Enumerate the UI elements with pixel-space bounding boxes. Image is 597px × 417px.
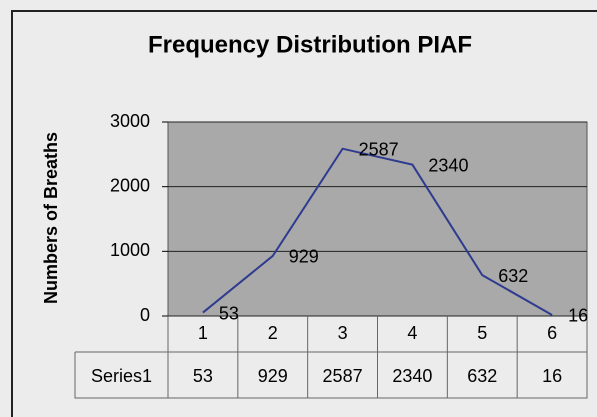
chart-title: Frequency Distribution PIAF — [148, 31, 472, 58]
x-tick-label: 6 — [547, 323, 557, 343]
data-table-value: 632 — [467, 366, 497, 386]
x-tick-label: 4 — [407, 323, 417, 343]
x-tick-label: 3 — [338, 323, 348, 343]
data-table-grid — [74, 316, 588, 399]
y-axis-label: Numbers of Breaths — [41, 132, 61, 304]
data-label: 632 — [498, 266, 528, 286]
legend-label: Series1 — [91, 366, 152, 386]
x-tick-label: 2 — [268, 323, 278, 343]
data-label: 53 — [219, 303, 239, 323]
y-tick-label: 3000 — [110, 111, 150, 131]
x-tick-label: 1 — [198, 323, 208, 343]
data-label: 929 — [289, 247, 319, 267]
data-label: 2587 — [359, 139, 399, 159]
y-tick-label: 1000 — [110, 240, 150, 260]
line — [202, 147, 553, 316]
chart-frame — [11, 10, 597, 417]
data-label: 2340 — [428, 155, 468, 175]
data-table-value: 2587 — [323, 366, 363, 386]
x-tick-label: 5 — [477, 323, 487, 343]
data-label: 16 — [568, 306, 588, 326]
data-table-value: 929 — [258, 366, 288, 386]
data-table-value: 2340 — [392, 366, 432, 386]
data-table-value: 53 — [193, 366, 213, 386]
y-tick-label: 0 — [140, 305, 150, 325]
data-table-value: 16 — [542, 366, 562, 386]
y-tick-label: 2000 — [110, 175, 150, 195]
